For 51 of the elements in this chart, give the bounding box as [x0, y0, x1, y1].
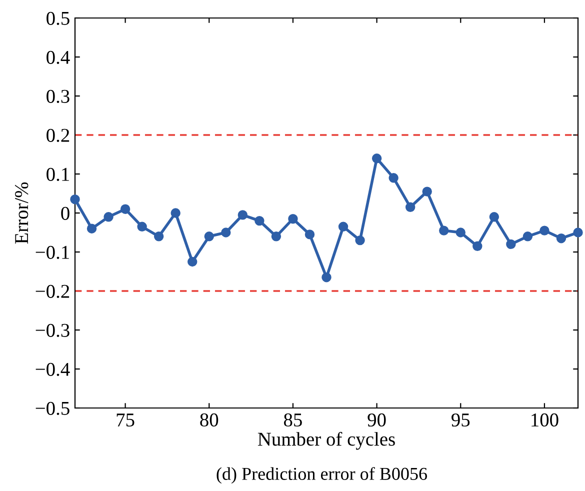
- y-tick-label: 0.2: [46, 128, 70, 142]
- point: [456, 228, 466, 238]
- x-tick-label: 85: [284, 413, 302, 427]
- point: [506, 239, 516, 250]
- point: [188, 256, 198, 267]
- x-tick-label: 90: [368, 413, 386, 427]
- point: [540, 226, 550, 236]
- point: [522, 232, 533, 242]
- point: [154, 232, 164, 242]
- point: [238, 210, 248, 220]
- y-tick-label: 0: [61, 206, 70, 220]
- point: [204, 232, 214, 242]
- point: [221, 228, 231, 238]
- y-axis-title: Error/%: [15, 182, 28, 244]
- point: [439, 226, 449, 236]
- point: [422, 186, 432, 196]
- point: [355, 235, 365, 246]
- point: [170, 208, 180, 218]
- y-tick-label: 0.1: [46, 168, 69, 182]
- point: [137, 222, 147, 232]
- y-tick-label: −0.3: [36, 324, 70, 338]
- point: [556, 233, 566, 244]
- point: [573, 228, 583, 238]
- point: [120, 204, 130, 214]
- point: [388, 173, 398, 183]
- y-tick-label: 0.5: [46, 12, 70, 26]
- y-tick-label: 0.4: [46, 50, 70, 64]
- point: [372, 154, 382, 164]
- point: [86, 224, 97, 234]
- x-tick-label: 75: [116, 414, 134, 427]
- point: [338, 222, 348, 232]
- point: [271, 232, 282, 242]
- point: [254, 216, 264, 226]
- point: [472, 241, 482, 252]
- y-tick-label: −0.2: [36, 284, 70, 298]
- x-tick-label: 80: [200, 413, 218, 427]
- y-tick-label: 0.3: [46, 90, 70, 104]
- point: [405, 202, 416, 212]
- point: [70, 194, 80, 204]
- y-tick-label: −0.5: [36, 402, 70, 416]
- point: [322, 272, 332, 282]
- text: (d) Prediction error of B0056: [216, 467, 428, 484]
- x-tick-label: 95: [452, 413, 470, 427]
- y-tick-label: −0.4: [36, 362, 70, 376]
- point: [104, 212, 114, 222]
- y-tick-label: −0.1: [36, 246, 69, 260]
- point: [304, 230, 315, 240]
- x-tick-label: 100: [532, 413, 558, 427]
- x-axis-title: Number of cycles: [258, 432, 395, 450]
- point: [288, 214, 298, 224]
- point: [489, 212, 500, 222]
